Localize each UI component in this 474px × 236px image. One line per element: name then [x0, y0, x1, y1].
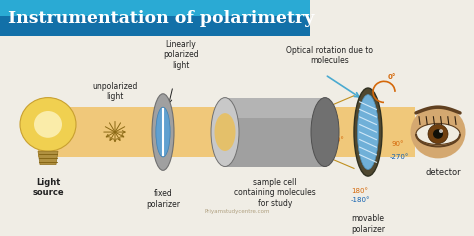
Ellipse shape: [156, 107, 170, 157]
Text: Optical rotation due to
molecules: Optical rotation due to molecules: [286, 46, 374, 65]
Text: -180°: -180°: [350, 197, 370, 203]
Text: sample cell
containing molecules
for study: sample cell containing molecules for stu…: [234, 178, 316, 208]
Text: 90°: 90°: [392, 141, 404, 147]
Circle shape: [428, 124, 448, 143]
Text: unpolarized
light: unpolarized light: [92, 82, 137, 101]
Ellipse shape: [354, 88, 382, 176]
Ellipse shape: [410, 106, 465, 158]
Circle shape: [439, 129, 443, 133]
Ellipse shape: [311, 98, 339, 167]
FancyBboxPatch shape: [38, 107, 415, 157]
Text: Priyamstudycentre.com: Priyamstudycentre.com: [204, 209, 270, 214]
Text: Linearly
polarized
light: Linearly polarized light: [163, 40, 199, 70]
Text: -270°: -270°: [390, 154, 410, 160]
Circle shape: [34, 111, 62, 138]
FancyBboxPatch shape: [0, 0, 310, 36]
Text: detector: detector: [425, 169, 461, 177]
FancyBboxPatch shape: [0, 0, 310, 16]
Text: 0°: 0°: [388, 74, 396, 80]
Text: 270°: 270°: [327, 137, 344, 143]
Text: 180°: 180°: [352, 188, 368, 194]
Circle shape: [20, 98, 76, 151]
Ellipse shape: [211, 98, 239, 167]
Ellipse shape: [152, 94, 174, 170]
Ellipse shape: [416, 123, 460, 144]
FancyBboxPatch shape: [225, 98, 325, 118]
Circle shape: [433, 129, 443, 139]
Text: fixed
polarizer: fixed polarizer: [146, 190, 180, 209]
Text: -90°: -90°: [325, 119, 340, 126]
Text: movable
polarizer: movable polarizer: [351, 214, 385, 234]
Text: Instrumentation of polarimetry: Instrumentation of polarimetry: [8, 10, 314, 27]
Ellipse shape: [357, 95, 379, 169]
FancyBboxPatch shape: [225, 98, 325, 167]
Polygon shape: [38, 151, 58, 164]
Text: Light
source: Light source: [32, 178, 64, 197]
Ellipse shape: [215, 113, 236, 151]
